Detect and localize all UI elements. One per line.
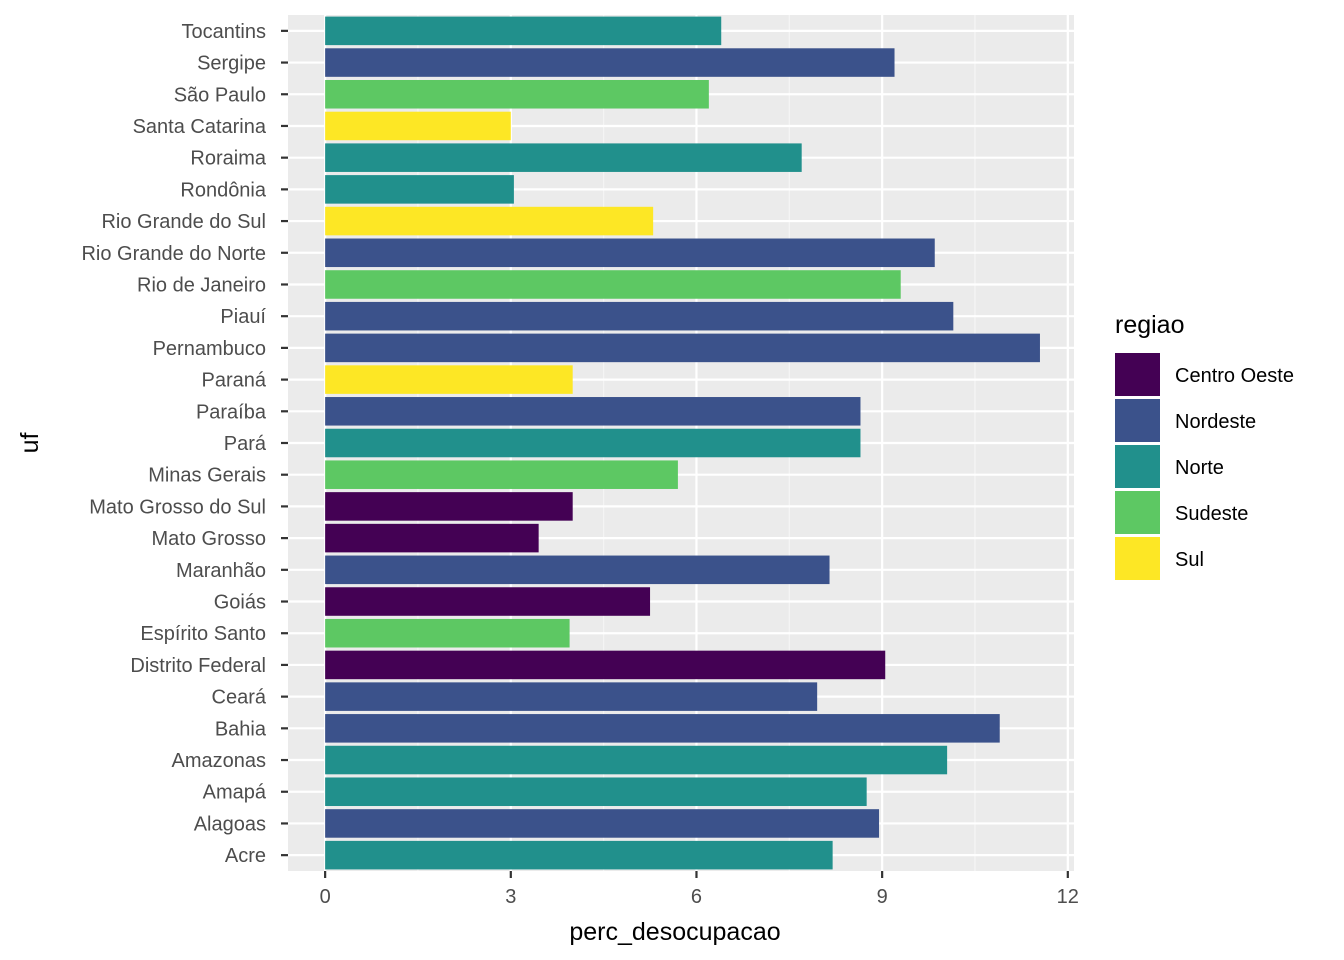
y-tick-label: Mato Grosso <box>152 528 266 550</box>
bar <box>325 365 573 394</box>
y-tick-label: Paraíba <box>196 401 267 423</box>
bar <box>325 523 539 553</box>
y-tick-label: Distrito Federal <box>130 655 266 677</box>
bar <box>325 143 802 172</box>
y-tick-label: Roraima <box>190 148 266 170</box>
y-tick-label: Mato Grosso do Sul <box>89 496 266 518</box>
legend-label: Centro Oeste <box>1175 365 1294 387</box>
legend-title: regiao <box>1115 311 1185 339</box>
y-tick-label: Goiás <box>214 592 266 614</box>
y-tick-label: Ceará <box>212 687 267 709</box>
y-tick-label: Rondônia <box>180 179 267 201</box>
bar <box>325 682 818 711</box>
bar <box>325 587 651 616</box>
bar <box>325 618 570 648</box>
bar <box>325 492 573 521</box>
bar <box>325 650 886 680</box>
legend-key <box>1115 445 1160 488</box>
bar <box>325 809 880 838</box>
y-tick-label: Rio Grande do Norte <box>81 243 266 265</box>
y-tick-label: Amazonas <box>172 750 267 772</box>
bar <box>325 48 895 77</box>
bar <box>325 555 830 585</box>
bar <box>325 270 901 299</box>
bar <box>325 301 954 331</box>
bars <box>325 16 1040 870</box>
y-tick-label: Maranhão <box>176 560 266 582</box>
bar <box>325 175 514 204</box>
legend-key <box>1115 537 1160 580</box>
bar <box>325 111 511 141</box>
y-tick-label: Sergipe <box>197 53 266 75</box>
bar <box>325 16 722 46</box>
y-axis-title: uf <box>16 433 44 454</box>
bar <box>325 428 861 458</box>
y-tick-label: Paraná <box>202 370 267 392</box>
bar <box>325 206 654 236</box>
x-tick-label: 0 <box>320 886 331 908</box>
bar <box>325 333 1040 363</box>
x-tick-label: 9 <box>877 886 888 908</box>
y-tick-label: Rio de Janeiro <box>137 274 266 296</box>
y-tick-label: Amapá <box>203 782 267 804</box>
y-tick-label: Santa Catarina <box>133 116 267 138</box>
y-tick-label: Acre <box>225 845 266 867</box>
bar <box>325 397 861 426</box>
bar <box>325 714 1000 743</box>
y-tick-label: Bahia <box>215 718 267 740</box>
y-tick-label: Tocantins <box>182 21 267 43</box>
bar <box>325 745 948 775</box>
y-tick-label: Piauí <box>220 306 266 328</box>
x-axis: 0 3 6 9 12 <box>320 871 1079 908</box>
bar <box>325 79 709 109</box>
x-axis-title: perc_desocupacao <box>569 918 780 946</box>
y-axis: Tocantins Sergipe São Paulo Santa Catarina R… <box>81 21 288 867</box>
legend-label: Sul <box>1175 549 1204 571</box>
bar <box>325 460 678 489</box>
legend: Centro Oeste Nordeste Norte Sudeste Sul <box>1115 353 1294 580</box>
y-tick-label: Minas Gerais <box>148 465 266 487</box>
x-tick-label: 3 <box>505 886 516 908</box>
x-tick-label: 12 <box>1057 886 1079 908</box>
legend-label: Norte <box>1175 457 1224 479</box>
y-tick-label: São Paulo <box>174 84 266 106</box>
bar <box>325 840 833 870</box>
y-tick-label: Rio Grande do Sul <box>101 211 266 233</box>
legend-label: Nordeste <box>1175 411 1256 433</box>
legend-key <box>1115 491 1160 534</box>
legend-label: Sudeste <box>1175 503 1248 525</box>
y-tick-label: Pernambuco <box>153 338 266 360</box>
legend-key <box>1115 353 1160 396</box>
legend-key <box>1115 399 1160 442</box>
y-tick-label: Pará <box>224 433 267 455</box>
bar <box>325 238 935 268</box>
y-tick-label: Alagoas <box>194 813 266 835</box>
bar <box>325 777 867 807</box>
x-tick-label: 6 <box>691 886 702 908</box>
y-tick-label: Espírito Santo <box>140 623 266 645</box>
